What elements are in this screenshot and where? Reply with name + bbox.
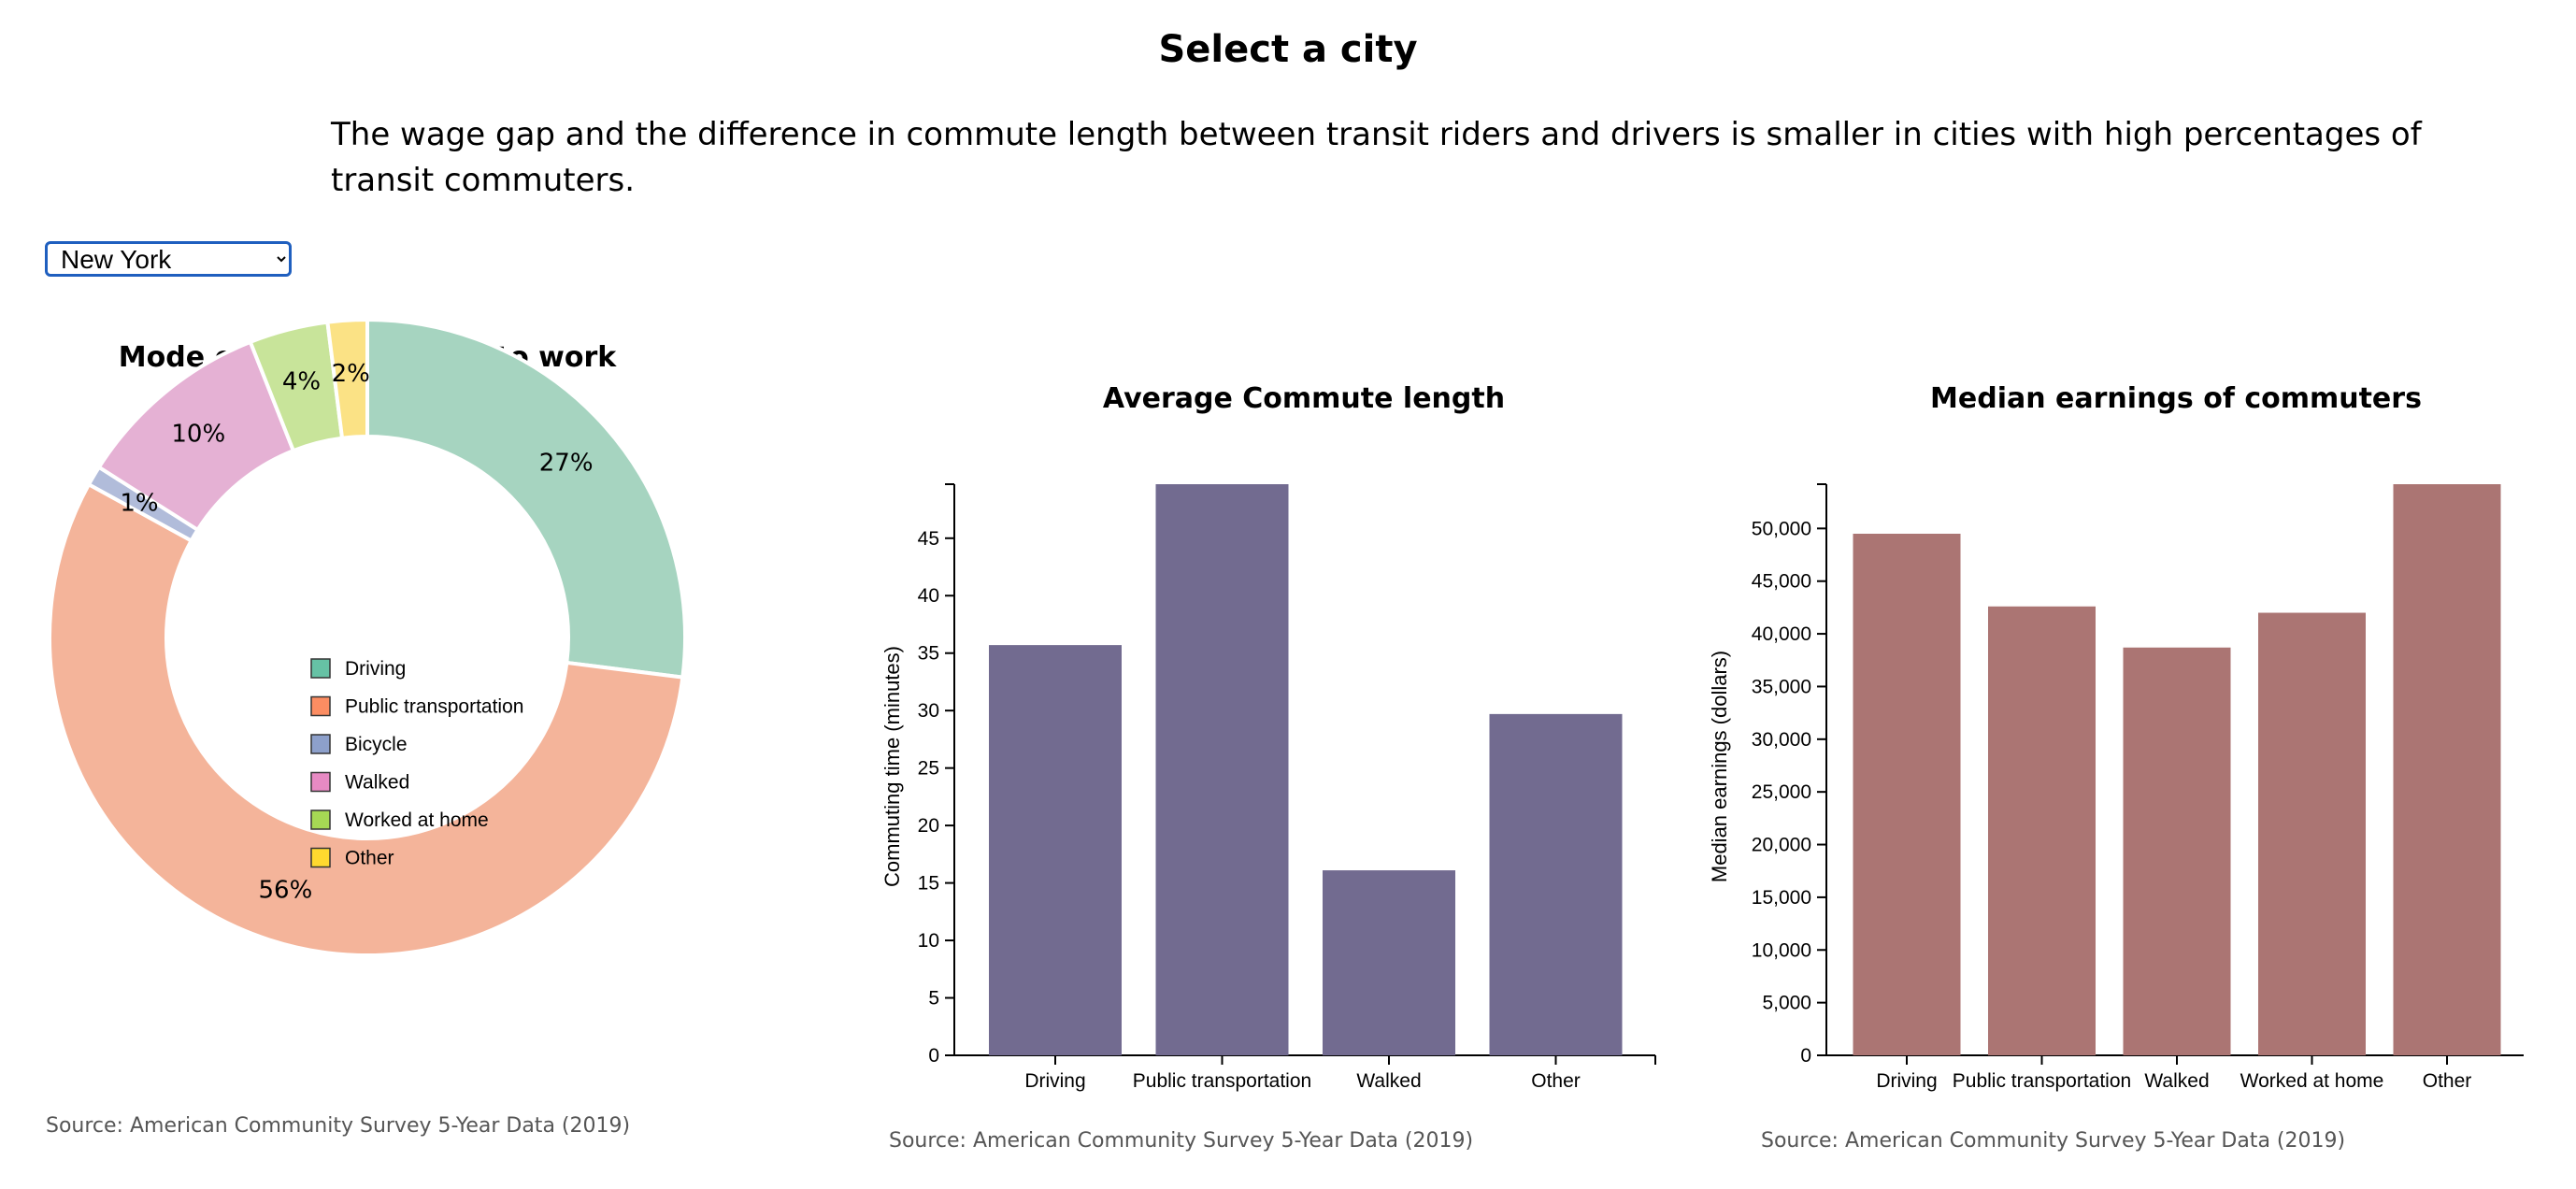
commute-bar-driving bbox=[989, 645, 1122, 1055]
donut-slice-other bbox=[325, 318, 369, 440]
page-title: Select a city bbox=[1158, 28, 1418, 71]
legend-swatch-other bbox=[310, 847, 331, 868]
commute-chart-title: Average Commute length bbox=[1103, 382, 1505, 415]
earnings-y-tick-label: 10,000 bbox=[1752, 939, 1811, 961]
earnings-x-tick-label-walked: Walked bbox=[2144, 1070, 2209, 1092]
earnings-y-tick-label: 30,000 bbox=[1752, 729, 1811, 751]
commute-x-tick-label-driving: Driving bbox=[1024, 1070, 1085, 1092]
earnings-y-tick-label: 20,000 bbox=[1752, 835, 1811, 856]
earnings-y-tick-label: 0 bbox=[1800, 1045, 1811, 1067]
donut-slice-label-other: 2% bbox=[332, 360, 370, 388]
earnings-y-tick-label: 25,000 bbox=[1752, 781, 1811, 803]
earnings-y-tick-label: 15,000 bbox=[1752, 887, 1811, 909]
commute-x-tick-label-other: Other bbox=[1531, 1070, 1581, 1092]
intro-text: The wage gap and the difference in commu… bbox=[331, 116, 2422, 199]
donut-source: Source: American Community Survey 5-Year… bbox=[46, 1114, 630, 1138]
legend-label-worked-at-home: Worked at home bbox=[345, 809, 489, 831]
commute-y-tick-label: 35 bbox=[918, 643, 939, 665]
commute-bar-other bbox=[1489, 713, 1623, 1055]
legend-label-driving: Driving bbox=[345, 658, 406, 680]
commute-y-tick-label: 45 bbox=[918, 528, 939, 550]
commute-source: Source: American Community Survey 5-Year… bbox=[889, 1129, 1473, 1153]
city-select[interactable]: New York bbox=[45, 241, 292, 277]
commute-y-tick-label: 25 bbox=[918, 758, 939, 780]
donut-slice-public-transportation bbox=[48, 481, 685, 957]
commute-y-tick-label: 15 bbox=[918, 873, 939, 895]
median-earnings-chart: Median earnings of commuters Median earn… bbox=[1708, 382, 2524, 1153]
commute-y-tick-label: 20 bbox=[918, 815, 939, 837]
earnings-x-tick-label-other: Other bbox=[2423, 1070, 2472, 1092]
legend-label-other: Other bbox=[345, 848, 394, 869]
earnings-bar-other bbox=[2393, 484, 2501, 1055]
earnings-y-tick-label: 50,000 bbox=[1752, 518, 1811, 539]
legend-swatch-public-transportation bbox=[310, 695, 331, 717]
earnings-y-axis-title: Median earnings (dollars) bbox=[1708, 651, 1731, 882]
legend-label-bicycle: Bicycle bbox=[345, 734, 408, 755]
donut-slice-driving bbox=[365, 318, 687, 680]
earnings-y-tick-label: 40,000 bbox=[1752, 623, 1811, 645]
commute-y-tick-label: 5 bbox=[928, 988, 939, 1010]
earnings-bar-worked-at-home bbox=[2258, 612, 2366, 1055]
earnings-bar-driving bbox=[1853, 533, 1961, 1055]
legend-label-public-transportation: Public transportation bbox=[345, 696, 523, 718]
earnings-y-tick-label: 35,000 bbox=[1752, 676, 1811, 697]
commute-length-chart: Average Commute length Commuting time (m… bbox=[880, 382, 1656, 1153]
commute-y-tick-label: 0 bbox=[928, 1045, 939, 1067]
commute-bar-walked bbox=[1323, 870, 1455, 1055]
earnings-y-tick-label: 45,000 bbox=[1752, 571, 1811, 593]
legend-swatch-driving bbox=[310, 658, 331, 679]
commute-x-tick-label-walked: Walked bbox=[1356, 1070, 1421, 1092]
earnings-source: Source: American Community Survey 5-Year… bbox=[1761, 1129, 2345, 1153]
donut-slice-label-driving: 27% bbox=[539, 450, 594, 478]
donut-slice-label-bicycle: 1% bbox=[120, 490, 158, 518]
commute-x-tick-label-public-transportation: Public transportation bbox=[1133, 1070, 1311, 1092]
mode-of-transportation-chart: Mode of transportation to work 27%56%1%1… bbox=[46, 318, 687, 1138]
commute-y-tick-label: 10 bbox=[918, 930, 939, 952]
legend-swatch-worked-at-home bbox=[310, 809, 331, 830]
commute-y-tick-label: 40 bbox=[918, 585, 939, 607]
donut-slice-label-walked: 10% bbox=[171, 421, 225, 449]
commute-y-tick-label: 30 bbox=[918, 700, 939, 722]
commute-bar-public-transportation bbox=[1155, 484, 1289, 1055]
donut-slice-label-public-transportation: 56% bbox=[258, 877, 312, 905]
legend-swatch-bicycle bbox=[310, 734, 331, 754]
earnings-bar-walked bbox=[2123, 647, 2231, 1055]
legend-label-walked: Walked bbox=[345, 772, 409, 794]
earnings-y-tick-label: 5,000 bbox=[1762, 993, 1811, 1014]
earnings-x-tick-label-public-transportation: Public transportation bbox=[1953, 1070, 2131, 1092]
commute-y-axis-title: Commuting time (minutes) bbox=[880, 646, 904, 887]
donut-slice-label-worked-at-home: 4% bbox=[282, 367, 321, 395]
earnings-x-tick-label-worked-at-home: Worked at home bbox=[2240, 1070, 2384, 1092]
earnings-chart-title: Median earnings of commuters bbox=[1930, 382, 2422, 415]
earnings-bar-public-transportation bbox=[1988, 606, 2096, 1055]
earnings-x-tick-label-driving: Driving bbox=[1876, 1070, 1937, 1092]
legend-swatch-walked bbox=[310, 771, 331, 793]
